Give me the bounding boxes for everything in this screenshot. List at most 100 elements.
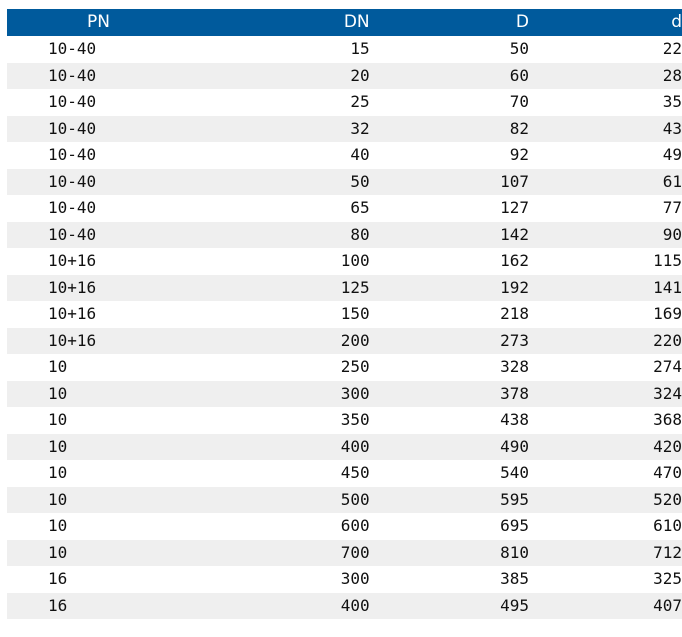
dimension-table: PN DN D d 10-40 15 50 22 10-40 20 60 28 10-40 25 7… [7, 9, 682, 619]
cell-outer-diameter: 695 [500, 516, 529, 535]
table-row: 10 600 695 610 [7, 513, 682, 540]
cell-outer-diameter: 142 [500, 224, 529, 244]
cell-pn: 16 [48, 569, 68, 588]
cell-pn: 16 [48, 595, 68, 615]
cell-pn: 10-40 [48, 39, 97, 58]
cell-pn: 10+16 [48, 251, 97, 270]
cell-dn: 100 [340, 251, 370, 270]
cell-pn: 10-40 [48, 171, 97, 191]
cell-inner-diameter: 28 [662, 65, 682, 85]
cell-pn: 10 [48, 463, 68, 482]
cell-outer-diameter: 70 [509, 92, 529, 111]
cell-outer-diameter: 218 [500, 304, 529, 323]
cell-inner-diameter: 274 [653, 357, 682, 376]
cell-dn: 50 [350, 171, 370, 191]
cell-inner-diameter: 43 [662, 118, 682, 138]
table-row: 10 400 490 420 [7, 433, 682, 460]
cell-dn: 450 [340, 463, 370, 482]
table-row: 10+16 150 218 169 [7, 301, 682, 328]
cell-outer-diameter: 378 [500, 383, 529, 403]
cell-inner-diameter: 49 [662, 145, 682, 164]
cell-inner-diameter: 169 [653, 304, 682, 323]
table-row: 10-40 32 82 43 [7, 115, 682, 142]
table-row: 10+16 125 192 141 [7, 274, 682, 301]
cell-dn: 32 [350, 118, 370, 138]
table-row: 10-40 50 107 61 [7, 168, 682, 195]
table-row: 10-40 20 60 28 [7, 62, 682, 89]
cell-outer-diameter: 490 [500, 436, 529, 456]
cell-pn: 10+16 [48, 304, 97, 323]
cell-pn: 10+16 [48, 330, 97, 350]
cell-inner-diameter: 61 [662, 171, 682, 191]
cell-pn: 10-40 [48, 65, 97, 85]
cell-inner-diameter: 325 [653, 569, 682, 588]
table-row: 10-40 15 50 22 [7, 36, 682, 63]
cell-outer-diameter: 107 [500, 171, 529, 191]
cell-dn: 200 [340, 330, 370, 350]
cell-outer-diameter: 50 [509, 39, 529, 58]
cell-dn: 20 [350, 65, 370, 85]
cell-dn: 125 [340, 277, 370, 297]
cell-dn: 700 [340, 542, 370, 562]
cell-outer-diameter: 127 [500, 198, 529, 217]
column-header-inner-diameter: d [671, 12, 682, 32]
cell-outer-diameter: 438 [500, 410, 529, 429]
cell-inner-diameter: 610 [653, 516, 682, 535]
cell-outer-diameter: 273 [500, 330, 529, 350]
table-row: 10-40 80 142 90 [7, 221, 682, 248]
cell-pn: 10 [48, 436, 68, 456]
cell-inner-diameter: 115 [653, 251, 682, 270]
cell-outer-diameter: 192 [500, 277, 529, 297]
cell-dn: 150 [340, 304, 370, 323]
table-row: 10-40 40 92 49 [7, 142, 682, 169]
cell-dn: 250 [340, 357, 370, 376]
cell-dn: 300 [340, 569, 370, 588]
table-row: 16 400 495 407 [7, 592, 682, 619]
cell-pn: 10-40 [48, 224, 97, 244]
cell-dn: 350 [340, 410, 370, 429]
cell-dn: 65 [350, 198, 370, 217]
header-row: PN DN D d [7, 9, 682, 36]
cell-inner-diameter: 407 [653, 595, 682, 615]
cell-dn: 40 [350, 145, 370, 164]
cell-inner-diameter: 141 [653, 277, 682, 297]
cell-inner-diameter: 22 [662, 39, 682, 58]
cell-dn: 600 [340, 516, 370, 535]
cell-outer-diameter: 328 [500, 357, 529, 376]
cell-pn: 10 [48, 542, 68, 562]
table-row: 16 300 385 325 [7, 566, 682, 593]
cell-pn: 10+16 [48, 277, 97, 297]
table-row: 10 500 595 520 [7, 486, 682, 513]
cell-dn: 300 [340, 383, 370, 403]
cell-outer-diameter: 595 [500, 489, 529, 509]
dimension-table-container: PN DN D d 10-40 15 50 22 10-40 20 60 28 10-40 25 7… [7, 9, 682, 619]
cell-dn: 500 [340, 489, 370, 509]
cell-inner-diameter: 520 [653, 489, 682, 509]
cell-pn: 10 [48, 489, 68, 509]
cell-pn: 10-40 [48, 145, 97, 164]
cell-pn: 10-40 [48, 118, 97, 138]
table-row: 10 250 328 274 [7, 354, 682, 381]
cell-pn: 10 [48, 410, 68, 429]
cell-outer-diameter: 92 [509, 145, 529, 164]
cell-inner-diameter: 77 [662, 198, 682, 217]
cell-pn: 10-40 [48, 92, 97, 111]
table-header: PN DN D d [7, 9, 682, 36]
cell-outer-diameter: 495 [500, 595, 529, 615]
column-header-dn: DN [343, 12, 370, 32]
cell-outer-diameter: 540 [500, 463, 529, 482]
cell-inner-diameter: 35 [662, 92, 682, 111]
cell-inner-diameter: 420 [653, 436, 682, 456]
cell-dn: 400 [340, 595, 370, 615]
cell-inner-diameter: 90 [662, 224, 682, 244]
table-row: 10-40 25 70 35 [7, 89, 682, 116]
cell-pn: 10-40 [48, 198, 97, 217]
cell-inner-diameter: 324 [653, 383, 682, 403]
table-row: 10+16 200 273 220 [7, 327, 682, 354]
table-row: 10 450 540 470 [7, 460, 682, 487]
cell-outer-diameter: 60 [509, 65, 529, 85]
column-header-pn: PN [87, 12, 110, 32]
cell-outer-diameter: 385 [500, 569, 529, 588]
cell-pn: 10 [48, 357, 68, 376]
table-row: 10-40 65 127 77 [7, 195, 682, 222]
